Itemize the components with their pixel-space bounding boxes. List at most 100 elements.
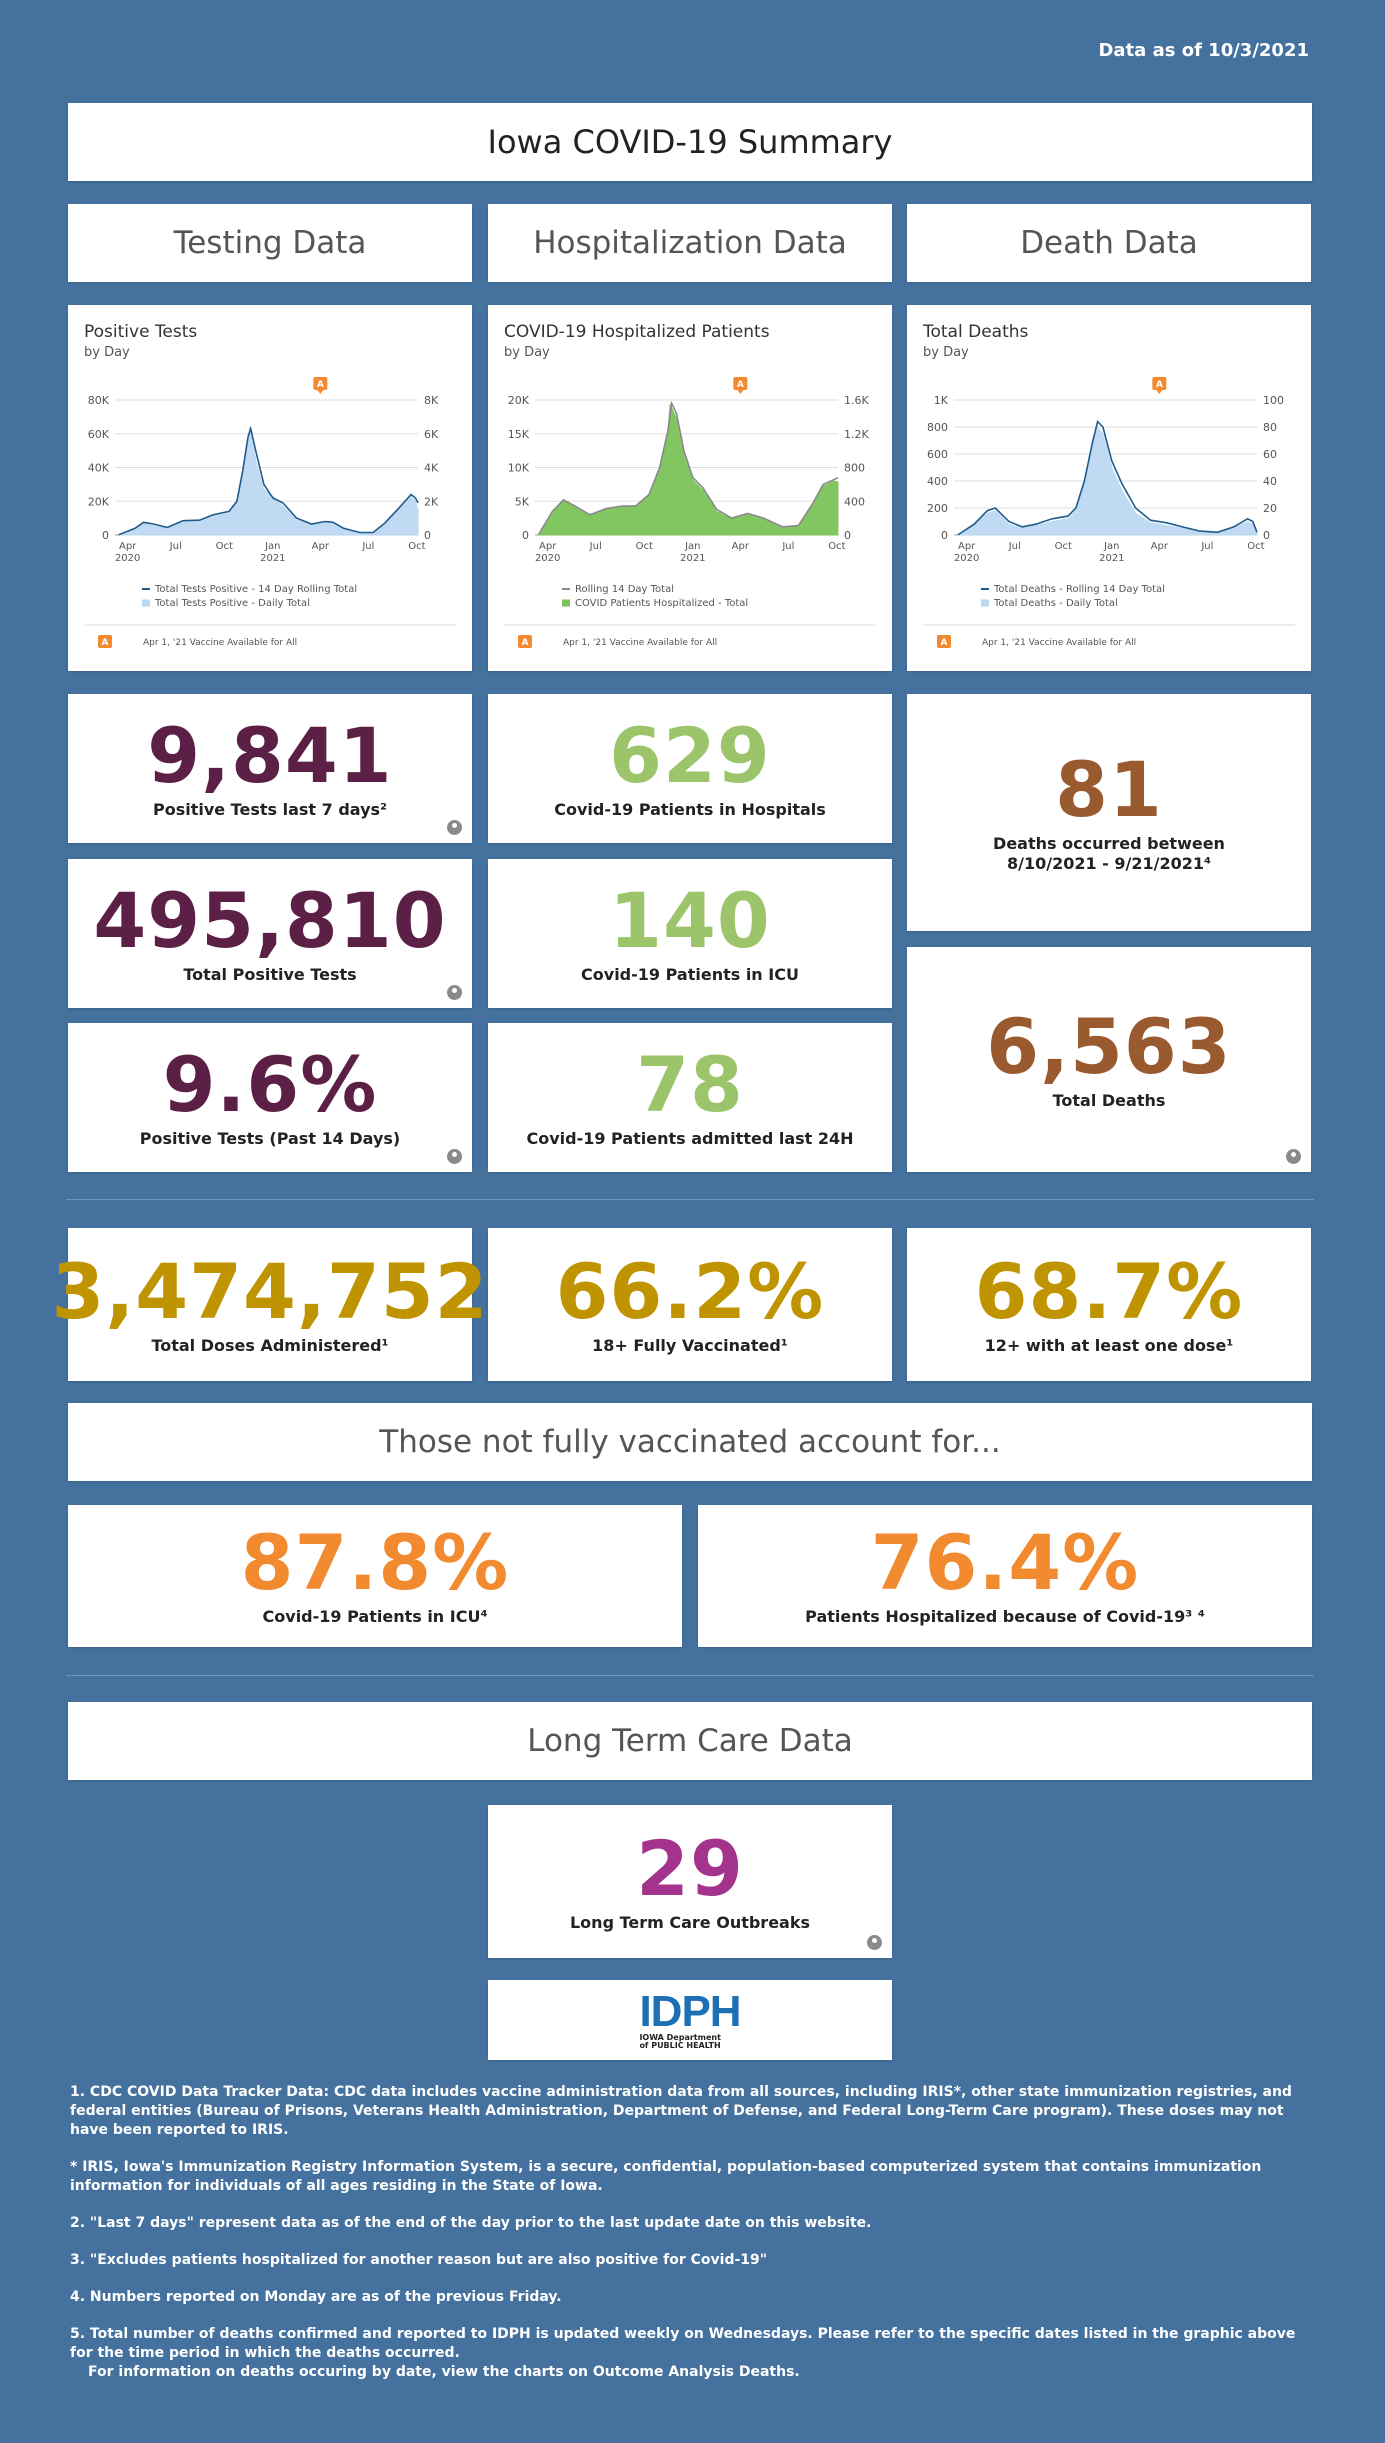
- x-year-label: 2020: [115, 553, 140, 564]
- hospitalized-chart[interactable]: COVID-19 Hospitalized Patients by Day 0 5K 1…: [488, 305, 892, 671]
- legend-label: COVID Patients Hospitalized - Total: [575, 598, 748, 609]
- kpi-label: Deaths occurred between 8/10/2021 - 9/21…: [993, 834, 1225, 874]
- kpi-value: 6,563: [986, 1001, 1232, 1091]
- annotation-legend-label: Apr 1, '21 Vaccine Available for All: [563, 638, 717, 648]
- section-hospitalization: Hospitalization Data: [488, 204, 892, 282]
- y-right-tick-label: 40: [1263, 475, 1277, 488]
- kpi-value: 87.8%: [240, 1518, 510, 1607]
- kpi-value: 68.7%: [974, 1246, 1244, 1336]
- section-death: Death Data: [907, 204, 1311, 282]
- legend-swatch: [562, 599, 570, 607]
- chart-subtitle: by Day: [84, 345, 130, 360]
- x-tick-label: Oct: [1247, 541, 1264, 552]
- kpi-positivity-rate: 9.6% Positive Tests (Past 14 Days): [68, 1023, 472, 1172]
- x-tick-label: Jan: [1103, 541, 1119, 552]
- footnote-iris: * IRIS, Iowa's Immunization Registry Inf…: [70, 2159, 1262, 2194]
- y-left-tick-label: 20K: [88, 495, 110, 508]
- deaths-chart[interactable]: Total Deaths by Day 0 200 400 600 800 1K 0 20 40 60…: [907, 305, 1311, 671]
- ltc-header-text: Long Term Care Data: [527, 1723, 853, 1759]
- x-tick-label: Apr: [1151, 541, 1169, 552]
- series-area: [538, 403, 839, 536]
- y-left-tick-label: 40K: [88, 462, 110, 475]
- legend-swatch: [981, 599, 989, 607]
- info-icon[interactable]: [867, 1935, 882, 1950]
- kpi-value: 9,841: [147, 710, 393, 800]
- kpi-unvaccinated-hospitalized: 76.4% Patients Hospitalized because of C…: [698, 1505, 1312, 1647]
- kpi-label: Total Deaths: [1052, 1090, 1166, 1110]
- y-left-tick-label: 15K: [508, 428, 530, 441]
- legend-swatch: [562, 588, 570, 590]
- idph-logo-line2: of PUBLIC HEALTH: [639, 2041, 721, 2050]
- positive-tests-chart[interactable]: Positive Tests by Day 0 20K 40K 60K 80K 0 2K 4K 6K…: [68, 305, 472, 671]
- annotation-pointer: [1156, 390, 1163, 394]
- y-left-tick-label: 0: [102, 529, 109, 542]
- section-testing-label: Testing Data: [173, 225, 367, 261]
- series-area: [118, 426, 419, 536]
- annotation-legend-marker-label: A: [102, 638, 109, 648]
- x-tick-label: Apr: [958, 541, 976, 552]
- x-tick-label: Jul: [361, 541, 374, 552]
- x-year-label: 2021: [260, 553, 285, 564]
- legend-swatch: [142, 588, 150, 590]
- legend-label: Total Deaths - Rolling 14 Day Total: [993, 584, 1165, 595]
- y-left-tick-label: 1K: [934, 394, 949, 407]
- annotation-marker-label: A: [737, 380, 744, 390]
- legend-label: Rolling 14 Day Total: [575, 584, 674, 595]
- y-right-tick-label: 800: [844, 462, 865, 475]
- chart-subtitle: by Day: [923, 345, 969, 360]
- kpi-deaths-period: 81 Deaths occurred between 8/10/2021 - 9…: [907, 694, 1311, 931]
- kpi-value: 495,810: [93, 875, 447, 965]
- annotation-legend-marker-label: A: [522, 638, 529, 648]
- y-right-tick-label: 8K: [424, 394, 439, 407]
- kpi-value: 81: [1055, 744, 1163, 834]
- info-icon[interactable]: [447, 1149, 462, 1164]
- x-tick-label: Oct: [636, 541, 653, 552]
- annotation-marker: [1152, 377, 1167, 390]
- divider: [66, 1675, 1314, 1676]
- idph-logo-line1: IOWA Department: [639, 2033, 721, 2042]
- annotation-marker-label: A: [317, 380, 324, 390]
- kpi-label: Positive Tests last 7 days²: [152, 799, 388, 819]
- y-left-tick-label: 200: [927, 502, 948, 515]
- x-tick-label: Jul: [781, 541, 794, 552]
- chart-card-hospitalized[interactable]: COVID-19 Hospitalized Patients by Day 0 5K 1…: [488, 305, 892, 671]
- kpi-admitted-24h: 78 Covid-19 Patients admitted last 24H: [488, 1023, 892, 1172]
- kpi-value: 78: [636, 1039, 744, 1129]
- kpi-positive-7-days: 9,841 Positive Tests last 7 days²: [68, 694, 472, 843]
- section-hospitalization-label: Hospitalization Data: [533, 225, 847, 261]
- idph-logo-card[interactable]: IDPH IOWA Department of PUBLIC HEALTH: [488, 1980, 892, 2060]
- unvaccinated-header-text: Those not fully vaccinated account for..…: [379, 1424, 1001, 1460]
- y-left-tick-label: 60K: [88, 428, 110, 441]
- chart-card-deaths[interactable]: Total Deaths by Day 0 200 400 600 800 1K 0 20 40 60…: [907, 305, 1311, 671]
- x-tick-label: Apr: [312, 541, 330, 552]
- x-tick-label: Jan: [684, 541, 700, 552]
- x-tick-label: Jul: [589, 541, 602, 552]
- kpi-label: Covid-19 Patients in ICU⁴: [262, 1607, 488, 1626]
- footnote-5: 5. Total number of deaths confirmed and …: [70, 2326, 1296, 2361]
- info-icon[interactable]: [447, 820, 462, 835]
- info-icon[interactable]: [447, 985, 462, 1000]
- kpi-label: Total Positive Tests: [183, 964, 357, 984]
- x-tick-label: Oct: [408, 541, 425, 552]
- kpi-label: Covid-19 Patients admitted last 24H: [526, 1128, 854, 1148]
- divider: [66, 1199, 1314, 1200]
- kpi-value: 3,474,752: [51, 1246, 489, 1336]
- legend-swatch: [981, 588, 989, 590]
- y-right-tick-label: 0: [844, 529, 851, 542]
- y-right-tick-label: 100: [1263, 394, 1284, 407]
- kpi-label: Covid-19 Patients in ICU: [581, 964, 799, 984]
- idph-logo: IDPH IOWA Department of PUBLIC HEALTH: [639, 1990, 741, 2050]
- info-icon[interactable]: [1286, 1149, 1301, 1164]
- kpi-value: 66.2%: [555, 1246, 825, 1336]
- data-as-of: Data as of 10/3/2021: [1098, 40, 1309, 61]
- y-right-tick-label: 4K: [424, 462, 439, 475]
- y-left-tick-label: 400: [927, 475, 948, 488]
- page-title-text: Iowa COVID-19 Summary: [487, 123, 893, 161]
- x-tick-label: Jul: [169, 541, 182, 552]
- y-left-tick-label: 0: [941, 529, 948, 542]
- chart-card-positive-tests[interactable]: Positive Tests by Day 0 20K 40K 60K 80K 0 2K 4K 6K…: [68, 305, 472, 671]
- kpi-value: 9.6%: [162, 1039, 378, 1129]
- legend-label: Total Tests Positive - Daily Total: [154, 598, 310, 609]
- y-left-tick-label: 20K: [508, 394, 530, 407]
- kpi-adult-fully-vaccinated: 66.2% 18+ Fully Vaccinated¹: [488, 1228, 892, 1381]
